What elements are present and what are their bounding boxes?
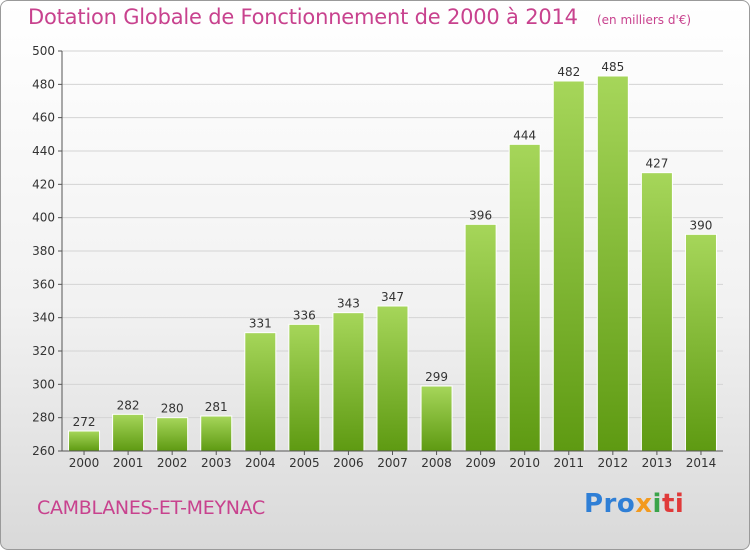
logo-part-x: x xyxy=(635,489,653,519)
bar-2011 xyxy=(552,80,585,452)
y-tick-label-380: 380 xyxy=(32,244,55,258)
commune-name: CAMBLANES-ET-MEYNAC xyxy=(37,497,266,519)
bar-2002 xyxy=(156,417,189,452)
x-tick-label-2004: 2004 xyxy=(245,456,276,470)
y-tick-label-460: 460 xyxy=(32,111,55,125)
data-label-2003: 281 xyxy=(205,400,228,414)
proxiti-logo: Proxiti xyxy=(584,489,684,519)
x-tick-label-2002: 2002 xyxy=(157,456,188,470)
bar-2004 xyxy=(244,332,277,452)
bar-2001 xyxy=(112,413,145,452)
data-label-2008: 299 xyxy=(425,370,448,384)
data-label-2000: 272 xyxy=(73,415,96,429)
title-row: Dotation Globale de Fonctionnement de 20… xyxy=(28,5,691,29)
x-tick-label-2011: 2011 xyxy=(553,456,584,470)
y-tick-label-480: 480 xyxy=(32,77,55,91)
logo-part-pro: Pro xyxy=(584,489,636,519)
data-label-2004: 331 xyxy=(249,317,272,331)
bar-2014 xyxy=(684,233,717,452)
data-label-2006: 343 xyxy=(337,297,360,311)
bar-2003 xyxy=(200,415,233,452)
y-tick-label-340: 340 xyxy=(32,311,55,325)
data-label-2009: 396 xyxy=(469,208,492,222)
bar-2005 xyxy=(288,323,321,452)
data-label-2002: 280 xyxy=(161,402,184,416)
x-tick-label-2009: 2009 xyxy=(465,456,496,470)
logo-part-i: i xyxy=(652,489,662,519)
data-label-2013: 427 xyxy=(645,157,668,171)
y-tick-label-360: 360 xyxy=(32,277,55,291)
bar-2012 xyxy=(596,75,629,452)
x-tick-label-2006: 2006 xyxy=(333,456,364,470)
x-tick-label-2008: 2008 xyxy=(421,456,452,470)
x-tick-label-2003: 2003 xyxy=(201,456,232,470)
x-tick-label-2014: 2014 xyxy=(686,456,717,470)
y-tick-label-500: 500 xyxy=(32,44,55,58)
x-tick-label-2012: 2012 xyxy=(598,456,629,470)
bar-2008 xyxy=(420,385,453,452)
logo-part-ti: ti xyxy=(661,489,685,519)
y-tick-label-260: 260 xyxy=(32,444,55,458)
data-label-2010: 444 xyxy=(513,128,536,142)
axes: 260 280 300 320 340 360 380 400 420 440 460 480 500 2… xyxy=(32,44,723,470)
data-label-2011: 482 xyxy=(557,65,580,79)
chart-subtitle: (en milliers d'€) xyxy=(596,13,692,27)
x-tick-label-2001: 2001 xyxy=(113,456,144,470)
y-tick-label-440: 440 xyxy=(32,144,55,158)
x-tick-label-2000: 2000 xyxy=(69,456,100,470)
bar-2000 xyxy=(68,430,101,452)
data-label-2014: 390 xyxy=(690,218,713,232)
y-tick-label-420: 420 xyxy=(32,177,55,191)
data-label-2007: 347 xyxy=(381,290,404,304)
x-tick-label-2013: 2013 xyxy=(642,456,673,470)
bar-2009 xyxy=(464,223,497,452)
bar-2006 xyxy=(332,312,365,452)
y-tick-label-300: 300 xyxy=(32,377,55,391)
x-tick-label-2005: 2005 xyxy=(289,456,320,470)
y-tick-label-400: 400 xyxy=(32,211,55,225)
chart-title: Dotation Globale de Fonctionnement de 20… xyxy=(28,5,578,29)
y-tick-label-320: 320 xyxy=(32,344,55,358)
y-tick-label-280: 280 xyxy=(32,411,55,425)
data-labels: 272 282 280 281 331 336 343 347 299 396 444 482 485 4… xyxy=(73,60,713,429)
x-tick-label-2010: 2010 xyxy=(509,456,540,470)
data-label-2001: 282 xyxy=(117,398,140,412)
data-label-2012: 485 xyxy=(601,60,624,74)
bars xyxy=(68,75,717,452)
bar-2013 xyxy=(640,172,673,452)
bar-2010 xyxy=(508,143,541,452)
bar-2007 xyxy=(376,305,409,452)
data-label-2005: 336 xyxy=(293,308,316,322)
x-tick-label-2007: 2007 xyxy=(377,456,408,470)
